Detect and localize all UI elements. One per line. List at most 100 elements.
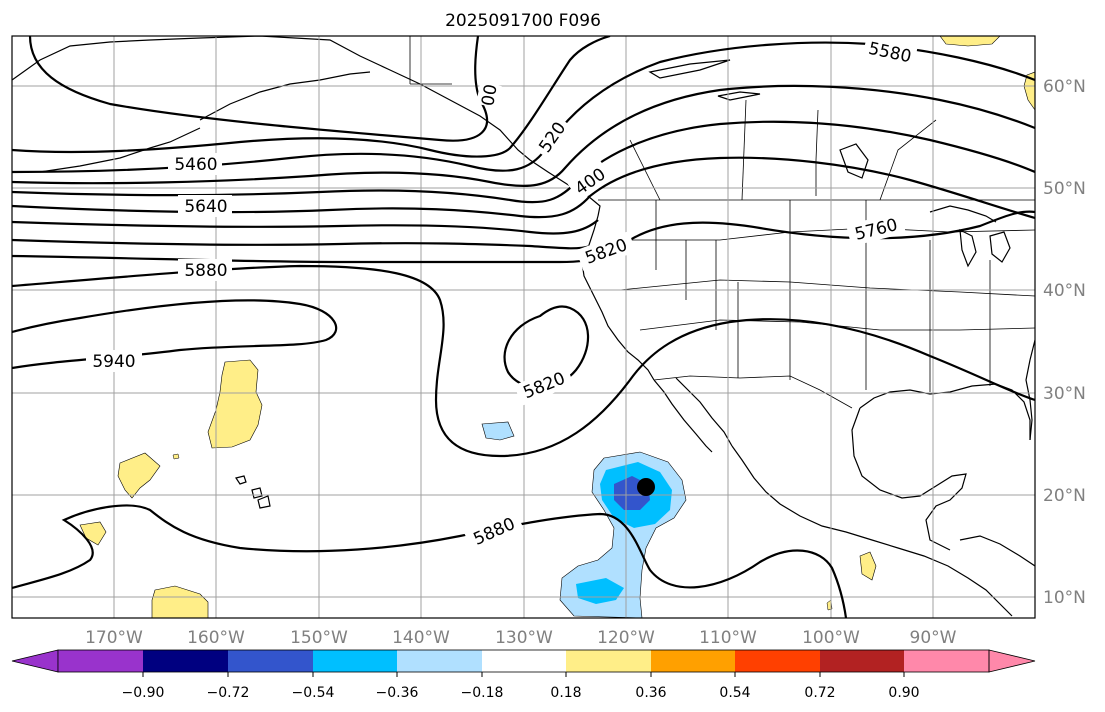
colorbar-tick-label: −0.36 <box>376 685 419 701</box>
hawaii <box>235 475 247 485</box>
coastlines <box>12 36 1035 617</box>
colorbar-extend-high <box>988 649 1036 673</box>
contour-line <box>12 264 1035 458</box>
lon-label: 150°W <box>290 628 348 648</box>
great-lakes <box>959 228 977 268</box>
arctic-island <box>717 91 761 101</box>
baja-coast <box>653 379 713 453</box>
contour-line <box>503 305 590 389</box>
colorbar-tick-label: 0.90 <box>888 685 919 701</box>
colorbar-tick-label: 0.36 <box>635 685 666 701</box>
colorbar-segment <box>651 650 735 672</box>
contour-line <box>12 36 611 158</box>
anomaly-patch <box>939 36 1001 47</box>
contour-label: 5640 <box>184 197 227 217</box>
hawaii <box>257 495 271 509</box>
contour-line <box>12 156 1035 220</box>
colorbar-tick-label: −0.18 <box>461 685 504 701</box>
label-bg <box>178 259 232 281</box>
map-frame <box>11 35 1036 619</box>
lon-label: 160°W <box>187 628 245 648</box>
anomaly-patch <box>859 551 877 581</box>
alaska-coast <box>199 71 371 121</box>
longitude-labels: 170°W 160°W 150°W 140°W 130°W 120°W 110°… <box>85 628 957 648</box>
mexico-gulf-coast <box>851 407 967 551</box>
lat-label: 60°N <box>1043 77 1086 97</box>
label-bg <box>86 350 142 372</box>
caribbean-coast <box>959 535 1035 567</box>
state-lines <box>619 279 1035 297</box>
colorbar: −0.90 −0.72 −0.54 −0.36 −0.18 0.18 0.36 … <box>11 649 1036 701</box>
label-bg <box>531 114 573 160</box>
colorbar-segment <box>735 650 820 672</box>
anomaly-patch <box>1023 71 1035 111</box>
aleutians <box>39 127 201 173</box>
colorbar-segment <box>397 650 482 672</box>
label-bg <box>476 82 502 108</box>
label-bg <box>168 153 222 175</box>
contour-label: 5460 <box>174 155 217 175</box>
label-bg <box>575 231 637 271</box>
colorbar-tick-label: −0.54 <box>292 685 335 701</box>
colorbar-tick-label: −0.72 <box>207 685 250 701</box>
florida-coast <box>1025 339 1035 441</box>
gulf-california <box>675 377 733 447</box>
lon-label: 170°W <box>85 628 143 648</box>
colorbar-segment <box>228 650 313 672</box>
anomaly-patch <box>481 421 515 441</box>
lat-label: 20°N <box>1043 486 1086 506</box>
contour-label: 00 <box>478 83 501 108</box>
colorbar-extend-low <box>11 649 59 673</box>
gridlines <box>12 36 1035 618</box>
lat-label: 30°N <box>1043 384 1086 404</box>
contour-line <box>12 238 591 250</box>
canada-province-lines <box>879 119 937 201</box>
lon-label: 90°W <box>910 628 957 648</box>
map-title: 2025091700 F096 <box>445 11 601 31</box>
lat-label: 50°N <box>1043 179 1086 199</box>
lon-label: 140°W <box>392 628 450 648</box>
state-lines <box>625 227 1035 241</box>
colorbar-segment <box>313 650 397 672</box>
contour-label: 5880 <box>184 261 227 281</box>
lon-label: 110°W <box>699 628 757 648</box>
contour-label: 5940 <box>92 352 135 372</box>
colorbar-segment <box>820 650 904 672</box>
anomaly-patch <box>172 453 180 460</box>
lat-label: 10°N <box>1043 588 1086 608</box>
colorbar-outline <box>57 649 990 673</box>
mexico-pacific-coast <box>731 445 1013 617</box>
lon-label: 100°W <box>802 628 860 648</box>
storm-center-marker <box>637 478 655 496</box>
label-bg <box>463 509 525 553</box>
label-bg <box>862 36 918 68</box>
anomaly-patch <box>151 585 209 618</box>
colorbar-ticks: −0.90 −0.72 −0.54 −0.36 −0.18 0.18 0.36 … <box>122 672 920 701</box>
colorbar-tick-label: −0.90 <box>122 685 165 701</box>
label-bg <box>567 160 613 202</box>
colorbar-tick-label: 0.72 <box>804 685 835 701</box>
contour-line <box>12 84 1035 188</box>
anomaly-patch <box>117 452 161 499</box>
label-bg <box>846 211 906 247</box>
arctic-island <box>648 59 731 79</box>
great-lakes <box>989 231 1011 263</box>
label-bg <box>513 364 575 406</box>
colorbar-tick-label: 0.54 <box>719 685 750 701</box>
canada-province-lines <box>815 109 819 196</box>
colorbar-segment <box>58 650 143 672</box>
colorbar-tick-label: 0.18 <box>550 685 581 701</box>
latitude-labels: 60°N 50°N 40°N 30°N 20°N 10°N <box>1043 77 1086 608</box>
positive-anomaly-shading <box>79 36 1035 618</box>
contour-line <box>12 504 848 618</box>
colorbar-segment <box>482 650 566 672</box>
colorbar-segment <box>904 650 989 672</box>
canada-province-lines <box>741 99 747 201</box>
anomaly-patch <box>207 359 263 449</box>
colorbar-segment <box>143 650 228 672</box>
label-bg <box>178 195 232 217</box>
contour-line <box>12 219 599 235</box>
colorbar-segment <box>566 650 651 672</box>
great-lakes <box>929 205 997 223</box>
